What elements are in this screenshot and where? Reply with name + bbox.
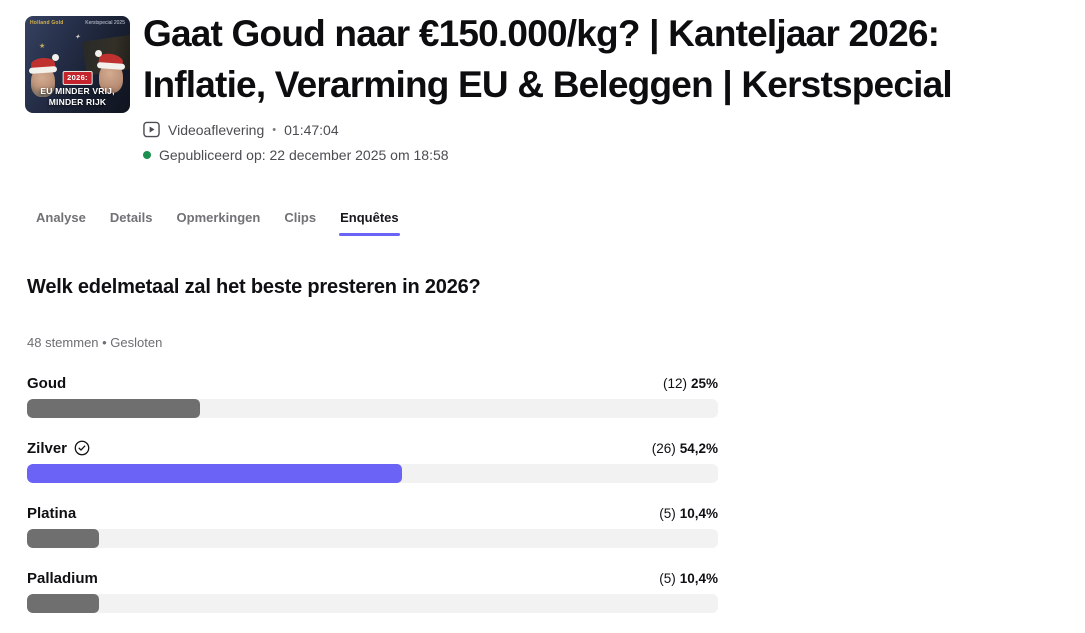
santa-hat-icon: [28, 54, 59, 74]
tab-enquetes[interactable]: Enquêtes: [339, 210, 400, 237]
poll-bar-fill: [27, 594, 99, 614]
poll-bar-track: [27, 529, 718, 549]
option-votes: (26): [651, 440, 676, 456]
option-stats: (5) 10,4%: [659, 506, 718, 521]
option-stats: (12) 25%: [663, 376, 718, 391]
person-left: [28, 54, 59, 97]
tab-opmerkingen[interactable]: Opmerkingen: [177, 210, 261, 236]
option-votes: (12): [662, 375, 687, 391]
poll-bar-fill: [27, 399, 200, 419]
option-label: Goud: [27, 374, 67, 392]
published-status-icon: [143, 151, 151, 160]
option-votes: (5): [659, 505, 676, 521]
eu-star-icon: ★: [39, 43, 46, 50]
poll-option-palladium[interactable]: Palladium (5) 10,4%: [27, 569, 718, 614]
poll-bar-track: [27, 464, 718, 484]
option-label: Zilver: [27, 439, 68, 457]
poll-option-goud[interactable]: Goud (12) 25%: [27, 374, 718, 419]
poll-option-zilver[interactable]: Zilver (26) 54,2%: [27, 439, 718, 484]
tab-details[interactable]: Details: [110, 210, 153, 236]
tab-bar: Analyse Details Opmerkingen Clips Enquêt…: [36, 210, 1085, 237]
option-percent: 10,4%: [679, 505, 718, 521]
thumbnail-caption: EU MINDER VRIJ, MINDER RIJK: [40, 85, 115, 107]
thumbnail-edition-label: Kerstspecial 2025: [85, 20, 125, 26]
option-percent: 54,2%: [679, 440, 718, 456]
option-label: Platina: [27, 504, 77, 522]
option-label: Palladium: [27, 569, 98, 587]
published-row: Gepubliceerd op: 22 december 2025 om 18:…: [143, 147, 1065, 163]
poll-bar-track: [27, 594, 718, 614]
option-percent: 10,4%: [679, 570, 718, 586]
thumbnail-year-badge: 2026:: [62, 71, 93, 85]
poll-bar-fill: [27, 529, 99, 549]
episode-type-label: Videoaflevering: [168, 121, 265, 138]
poll-bar-track: [27, 399, 718, 419]
published-text: Gepubliceerd op: 22 december 2025 om 18:…: [159, 147, 449, 164]
check-circle-icon: [74, 440, 90, 456]
thumbnail-logo: ✦: [74, 34, 81, 41]
poll-options: Goud (12) 25% Zilver: [27, 374, 718, 614]
option-percent: 25%: [690, 375, 718, 391]
option-votes: (5): [659, 570, 676, 586]
page-title: Gaat Goud naar €150.000/kg? | Kanteljaar…: [143, 13, 953, 106]
episode-header: Holland Gold Kerstspecial 2025 ✦ ★ 2026:…: [0, 0, 1085, 163]
poll-question: Welk edelmetaal zal het beste presteren …: [27, 276, 481, 299]
episode-type-row: Videoaflevering • 01:47:04: [143, 121, 1065, 138]
tab-clips[interactable]: Clips: [284, 210, 316, 236]
option-stats: (26) 54,2%: [652, 441, 718, 456]
santa-hat-icon: [95, 50, 126, 70]
episode-thumbnail[interactable]: Holland Gold Kerstspecial 2025 ✦ ★ 2026:…: [25, 16, 130, 113]
person-right: [95, 50, 126, 93]
poll-option-platina[interactable]: Platina (5) 10,4%: [27, 504, 718, 549]
option-stats: (5) 10,4%: [659, 571, 718, 586]
thumbnail-brand-label: Holland Gold: [30, 20, 64, 26]
poll-bar-fill: [27, 464, 402, 484]
poll-section: Welk edelmetaal zal het beste presteren …: [27, 276, 718, 614]
poll-meta: 48 stemmen • Gesloten: [27, 335, 163, 351]
tab-analyse[interactable]: Analyse: [36, 210, 86, 236]
episode-duration: 01:47:04: [284, 121, 339, 138]
separator-dot: •: [272, 123, 277, 136]
video-play-icon: [143, 121, 160, 138]
